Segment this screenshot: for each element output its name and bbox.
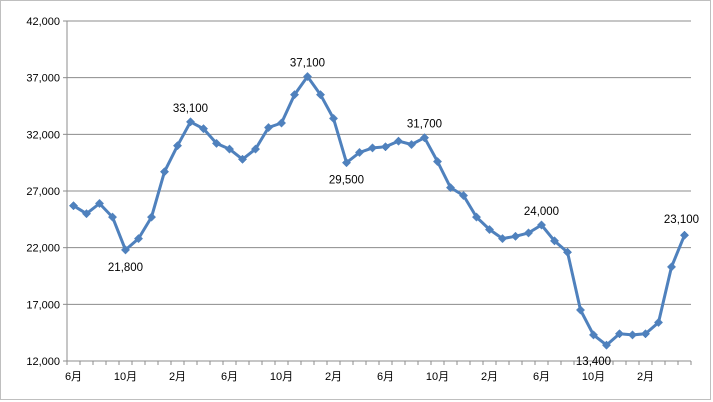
data-point <box>133 234 144 244</box>
data-point <box>549 236 560 246</box>
x-tick-label: 2月 <box>637 371 654 383</box>
data-point <box>393 136 404 146</box>
data-point <box>406 139 417 150</box>
data-point <box>185 117 196 127</box>
x-tick-label: 2月 <box>169 371 186 383</box>
data-point <box>224 144 235 154</box>
data-point <box>276 118 287 128</box>
data-point <box>536 220 547 230</box>
series-line <box>72 75 686 347</box>
data-point <box>315 90 326 100</box>
y-axis-ticks: 12,000 17,000 22,000 27,000 32,000 37,000 42,0… <box>26 16 67 368</box>
data-point <box>653 317 664 328</box>
data-point <box>172 141 183 151</box>
data-point <box>289 90 300 100</box>
data-point <box>666 262 677 272</box>
data-point <box>640 329 651 339</box>
data-point <box>94 198 105 209</box>
x-tick-label: 10月 <box>582 371 605 383</box>
data-point <box>445 183 456 193</box>
data-label: 29,500 <box>329 175 364 187</box>
x-tick-label: 10月 <box>114 371 137 383</box>
data-label: 24,000 <box>524 206 559 218</box>
x-tick-label: 2月 <box>325 371 342 383</box>
data-point <box>380 142 391 152</box>
data-point <box>250 144 261 154</box>
data-label: 23,100 <box>664 214 699 226</box>
data-point <box>419 133 430 143</box>
data-point <box>432 156 443 167</box>
data-point <box>263 122 274 133</box>
gridlines <box>67 20 691 305</box>
data-point <box>588 330 599 340</box>
y-tick-label: 42,000 <box>26 16 60 28</box>
x-tick-label: 6月 <box>533 371 550 383</box>
data-point <box>328 113 339 124</box>
y-tick-label: 22,000 <box>26 243 60 255</box>
data-point <box>367 143 378 153</box>
data-point <box>81 209 92 219</box>
data-point <box>237 154 248 164</box>
data-point <box>198 124 209 134</box>
series-markers <box>68 71 690 350</box>
y-tick-label: 32,000 <box>26 129 60 141</box>
data-point <box>601 340 612 350</box>
data-label: 31,700 <box>407 119 442 131</box>
data-point <box>354 147 365 158</box>
data-label: 37,100 <box>290 58 325 70</box>
data-point <box>107 212 118 222</box>
data-point <box>510 231 521 241</box>
data-point <box>458 190 469 201</box>
y-tick-label: 12,000 <box>26 356 60 368</box>
data-point <box>497 234 508 244</box>
data-point <box>575 305 586 315</box>
y-tick-label: 37,000 <box>26 73 60 85</box>
data-labels: 21,800 33,100 37,100 29,500 31,700 24,000 13,4… <box>108 58 699 369</box>
data-point <box>523 228 534 238</box>
data-point <box>211 138 222 148</box>
data-point <box>68 201 79 211</box>
data-label: 13,400 <box>576 356 611 368</box>
data-point <box>159 167 170 177</box>
data-point <box>627 330 638 340</box>
data-point <box>146 212 157 222</box>
x-tick-label: 2月 <box>481 371 498 383</box>
x-tick-label: 6月 <box>221 371 238 383</box>
x-tick-label: 10月 <box>270 371 293 383</box>
data-point <box>120 245 131 255</box>
x-tick-label: 6月 <box>65 371 82 383</box>
data-point <box>562 247 573 257</box>
data-point <box>471 212 482 222</box>
data-point <box>484 224 495 235</box>
y-tick-label: 17,000 <box>26 299 60 311</box>
x-tick-label: 6月 <box>377 371 394 383</box>
data-label: 33,100 <box>173 103 208 115</box>
data-point <box>302 71 313 82</box>
x-axis: 6月 10月 2月 6月 10月 2月 6月 10月 2月 6月 10月 2月 <box>65 21 692 383</box>
series-polyline <box>72 75 686 347</box>
data-point <box>341 158 352 168</box>
y-tick-label: 27,000 <box>26 186 60 198</box>
x-tick-label: 10月 <box>426 371 449 383</box>
data-point <box>614 329 625 339</box>
data-label: 21,800 <box>108 262 143 274</box>
data-point <box>679 230 690 240</box>
